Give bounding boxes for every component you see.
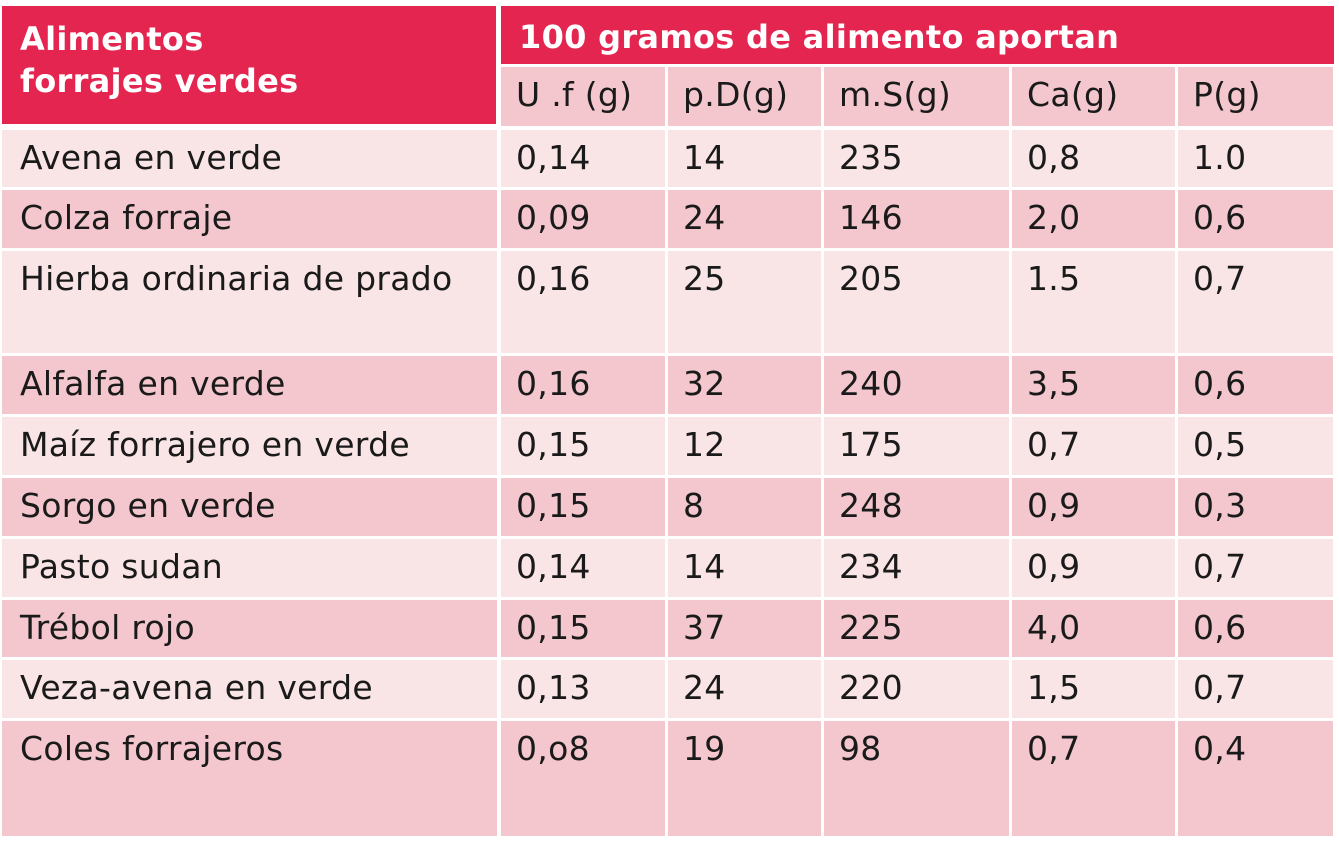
- table-cell: 0,09: [501, 190, 665, 248]
- table-cell: 0,6: [1178, 356, 1333, 414]
- table-cell: 19: [668, 721, 821, 836]
- table-cell: 175: [824, 417, 1009, 475]
- table-cell: 0,15: [501, 417, 665, 475]
- row-label: Veza-avena en verde: [2, 660, 497, 718]
- table-cell: 0,15: [501, 600, 665, 657]
- table-cell: 0,6: [1178, 600, 1333, 657]
- row-label: Maíz forrajero en verde: [2, 417, 497, 475]
- table-cell: 14: [668, 130, 821, 187]
- table-cell: 240: [824, 356, 1009, 414]
- table-cell: 32: [668, 356, 821, 414]
- table-cell: 0,16: [501, 251, 665, 353]
- row-label: Hierba ordinaria de prado: [2, 251, 497, 353]
- column-header: p.D(g): [668, 67, 821, 126]
- table-cell: 0,8: [1012, 130, 1175, 187]
- table-cell: 4,0: [1012, 600, 1175, 657]
- table-cell: 0,5: [1178, 417, 1333, 475]
- table-cell: 12: [668, 417, 821, 475]
- table-cell: 37: [668, 600, 821, 657]
- table-cell: 248: [824, 478, 1009, 536]
- row-label: Sorgo en verde: [2, 478, 497, 536]
- table-cell: 0,7: [1178, 660, 1333, 718]
- row-label: Pasto sudan: [2, 539, 497, 597]
- group-header: 100 gramos de alimento aportan: [501, 6, 1334, 64]
- table-cell: 205: [824, 251, 1009, 353]
- table-cell: 14: [668, 539, 821, 597]
- table-cell: 225: [824, 600, 1009, 657]
- table-cell: 3,5: [1012, 356, 1175, 414]
- column-header: Ca(g): [1012, 67, 1175, 126]
- table-cell: 0,14: [501, 130, 665, 187]
- table-cell: 24: [668, 660, 821, 718]
- row-label: Avena en verde: [2, 130, 497, 187]
- table-cell: 0,16: [501, 356, 665, 414]
- table-cell: 235: [824, 130, 1009, 187]
- table-cell: 25: [668, 251, 821, 353]
- table-cell: 0,7: [1178, 251, 1333, 353]
- table-cell: 0,3: [1178, 478, 1333, 536]
- row-label: Trébol rojo: [2, 600, 497, 657]
- table-cell: 0,15: [501, 478, 665, 536]
- table-cell: 220: [824, 660, 1009, 718]
- table-cell: 0,13: [501, 660, 665, 718]
- table-cell: 8: [668, 478, 821, 536]
- table-cell: 234: [824, 539, 1009, 597]
- row-label: Alfalfa en verde: [2, 356, 497, 414]
- table-cell: 2,0: [1012, 190, 1175, 248]
- table-cell: 24: [668, 190, 821, 248]
- row-label: Colza forraje: [2, 190, 497, 248]
- table-cell: 0,4: [1178, 721, 1333, 836]
- table-cell: 0,7: [1012, 417, 1175, 475]
- column-header: U .f (g): [501, 67, 665, 126]
- corner-header: Alimentos forrajes verdes: [2, 6, 496, 124]
- table-cell: 1.5: [1012, 251, 1175, 353]
- table-cell: 1,5: [1012, 660, 1175, 718]
- table-cell: 0,14: [501, 539, 665, 597]
- table-cell: 0,6: [1178, 190, 1333, 248]
- table-cell: 98: [824, 721, 1009, 836]
- row-label: Coles forrajeros: [2, 721, 497, 836]
- table-cell: 0,9: [1012, 478, 1175, 536]
- table-cell: 0,o8: [501, 721, 665, 836]
- table-cell: 146: [824, 190, 1009, 248]
- column-header: P(g): [1178, 67, 1333, 126]
- table-cell: 0,7: [1012, 721, 1175, 836]
- table-cell: 0,7: [1178, 539, 1333, 597]
- column-header: m.S(g): [824, 67, 1009, 126]
- table-cell: 1.0: [1178, 130, 1333, 187]
- table-cell: 0,9: [1012, 539, 1175, 597]
